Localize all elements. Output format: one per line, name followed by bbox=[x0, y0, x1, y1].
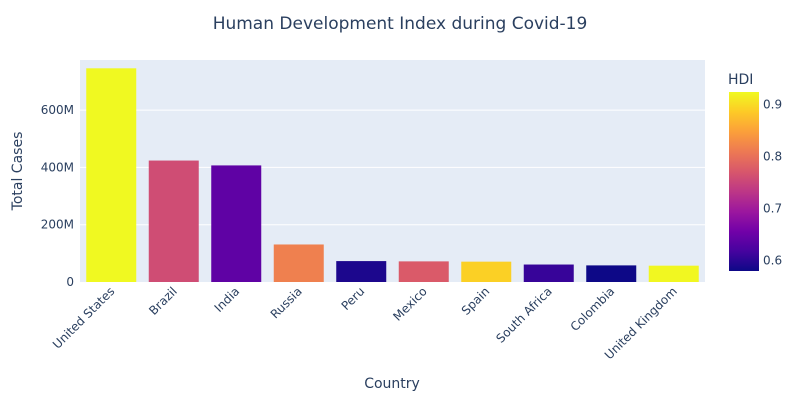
bar bbox=[273, 244, 324, 282]
bar bbox=[398, 261, 449, 282]
x-tick-label: Peru bbox=[339, 284, 368, 313]
x-tick-label: Mexico bbox=[390, 284, 430, 324]
x-tick-label: South Africa bbox=[493, 284, 554, 345]
x-tick-label: India bbox=[212, 284, 243, 315]
y-tick-labels: 0 200M 400M 600M bbox=[41, 103, 74, 289]
colorbar-tick-labels: 0.6 0.7 0.8 0.9 bbox=[763, 97, 782, 267]
bar bbox=[648, 265, 699, 282]
y-tick-label: 400M bbox=[41, 160, 74, 174]
colorbar-gradient bbox=[729, 92, 759, 271]
y-axis-title: Total Cases bbox=[10, 132, 26, 212]
bar bbox=[336, 261, 387, 282]
x-tick-label: Colombia bbox=[568, 284, 618, 334]
x-tick-label: United States bbox=[50, 284, 117, 351]
y-tick-label: 200M bbox=[41, 218, 74, 232]
bar bbox=[148, 160, 199, 282]
chart-title: Human Development Index during Covid-19 bbox=[213, 14, 588, 34]
colorbar-tick-label: 0.9 bbox=[763, 97, 782, 111]
y-tick-label: 600M bbox=[41, 103, 74, 117]
colorbar-tick-label: 0.6 bbox=[763, 254, 782, 268]
y-tick-label: 0 bbox=[66, 275, 74, 289]
bar bbox=[586, 265, 637, 282]
bar bbox=[523, 264, 574, 282]
colorbar: HDI 0.6 0.7 0.8 0.9 bbox=[728, 72, 782, 271]
bar bbox=[211, 165, 262, 282]
colorbar-title: HDI bbox=[728, 72, 753, 88]
colorbar-tick-label: 0.8 bbox=[763, 150, 782, 164]
x-tick-label: Brazil bbox=[146, 284, 180, 318]
bar bbox=[86, 68, 137, 282]
colorbar-tick-label: 0.7 bbox=[763, 202, 782, 216]
bars bbox=[86, 68, 699, 282]
x-tick-label: Russia bbox=[268, 284, 305, 321]
x-tick-labels: United States Brazil India Russia Peru Mexico… bbox=[50, 284, 680, 362]
bar bbox=[461, 261, 512, 282]
x-tick-label: Spain bbox=[459, 284, 493, 318]
x-axis-title: Country bbox=[364, 376, 420, 392]
